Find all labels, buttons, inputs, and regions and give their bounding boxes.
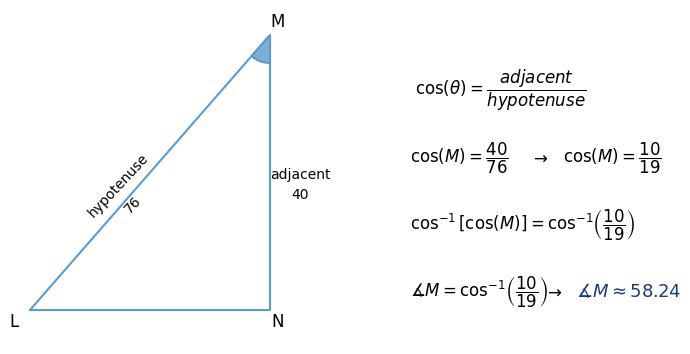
Text: M: M [270,13,285,31]
Text: $\rightarrow$: $\rightarrow$ [530,149,549,167]
Text: 40: 40 [291,188,308,202]
Text: $\cos^{-1}[\cos(M)]=\cos^{-1}\!\left(\dfrac{10}{19}\right)$: $\cos^{-1}[\cos(M)]=\cos^{-1}\!\left(\df… [410,207,635,242]
Text: hypotenuse: hypotenuse [85,150,151,219]
Text: N: N [272,313,284,331]
Text: adjacent: adjacent [270,168,331,182]
Text: $\rightarrow$: $\rightarrow$ [544,283,562,301]
Text: $\measuredangle M=\cos^{-1}\!\left(\dfrac{10}{19}\right)$: $\measuredangle M=\cos^{-1}\!\left(\dfra… [410,274,548,310]
Text: $\cos(M)=\dfrac{40}{76}$: $\cos(M)=\dfrac{40}{76}$ [410,141,509,176]
Text: $\cos(\theta)=\dfrac{\mathit{adjacent}}{\mathit{hypotenuse}}$: $\cos(\theta)=\dfrac{\mathit{adjacent}}{… [415,67,586,113]
Text: 76: 76 [122,194,144,216]
Text: L: L [10,313,19,331]
Wedge shape [252,35,270,63]
Text: $\cos(M)=\dfrac{10}{19}$: $\cos(M)=\dfrac{10}{19}$ [563,141,662,176]
Text: $\measuredangle M\approx 58.24$: $\measuredangle M\approx 58.24$ [576,282,681,302]
